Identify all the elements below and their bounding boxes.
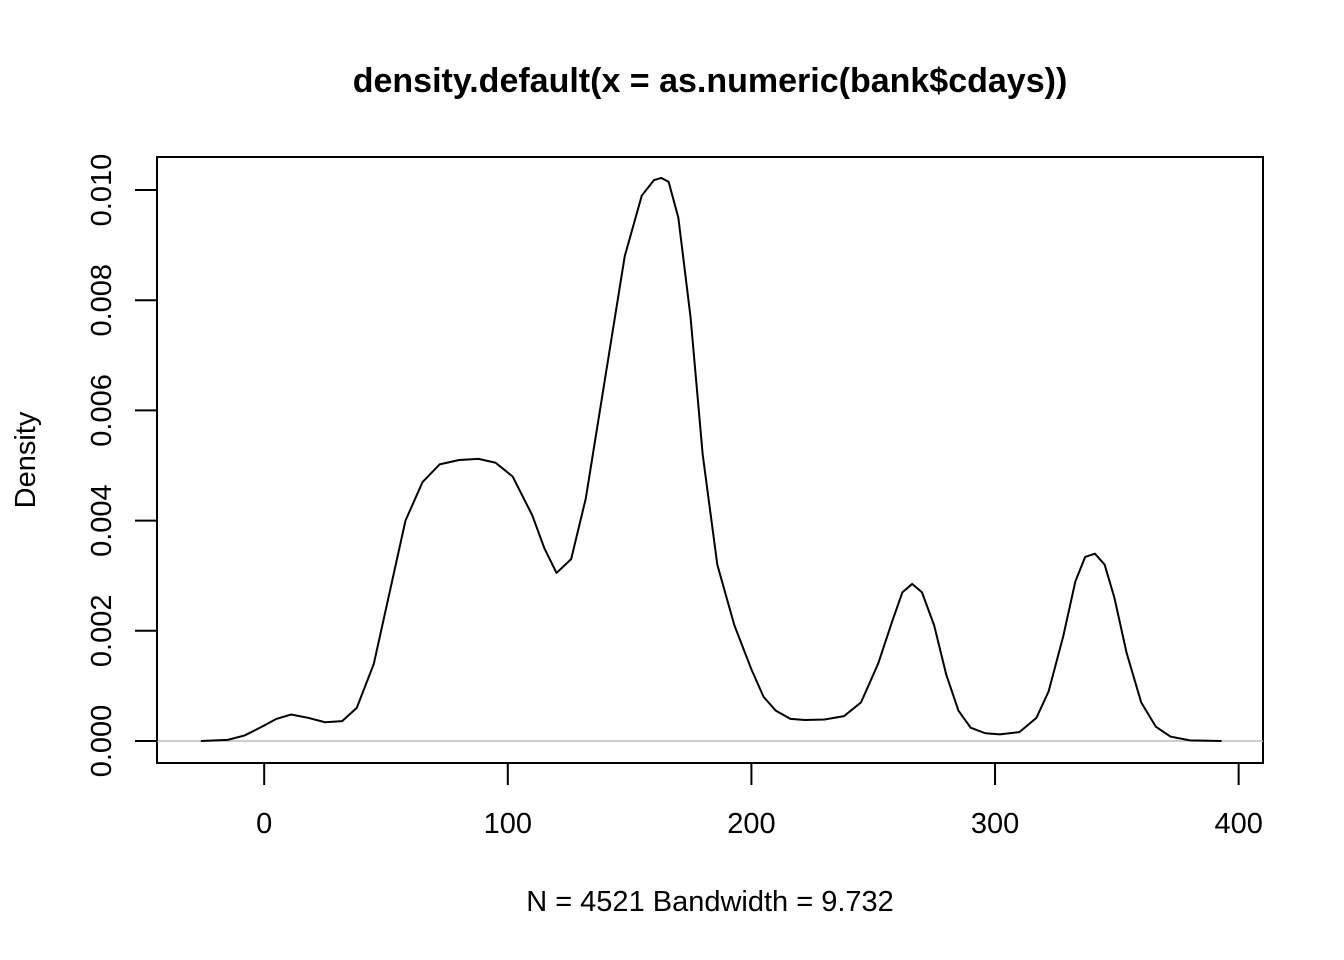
x-tick-label: 100 — [484, 808, 532, 840]
x-tick-label: 300 — [971, 808, 1019, 840]
y-tick-label: 0.000 — [86, 705, 118, 778]
x-tick-label: 400 — [1214, 808, 1262, 840]
x-tick-label: 200 — [727, 808, 775, 840]
density-curve — [200, 176, 1222, 742]
chart-title: density.default(x = as.numeric(bank$cday… — [353, 62, 1068, 100]
y-tick-label: 0.006 — [86, 374, 118, 447]
plot-frame — [156, 156, 1264, 764]
y-axis-label: Density — [10, 411, 42, 508]
y-tick-label: 0.008 — [86, 264, 118, 337]
y-axis: 0.000 0.002 0.004 0.006 0.008 0.010 — [86, 154, 158, 778]
y-tick-label: 0.010 — [86, 154, 118, 227]
x-tick-label: 0 — [256, 808, 272, 840]
y-tick-label: 0.002 — [86, 594, 118, 667]
y-tick-label: 0.004 — [86, 484, 118, 557]
x-axis: 0 100 200 300 400 — [256, 762, 1263, 840]
x-axis-label: N = 4521 Bandwidth = 9.732 — [526, 886, 894, 918]
